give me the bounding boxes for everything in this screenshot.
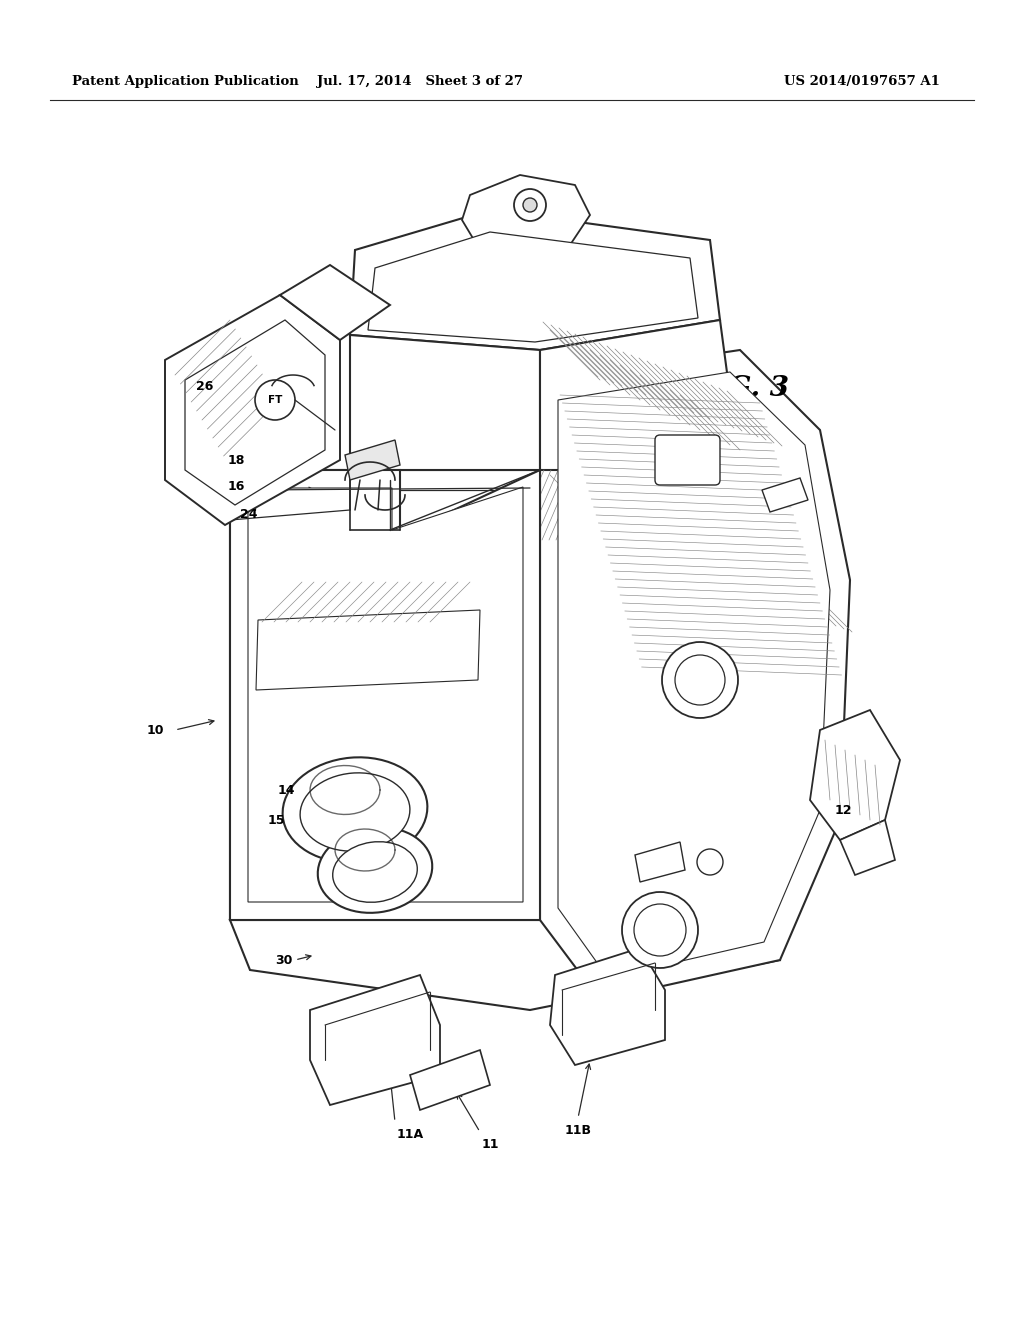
Circle shape <box>697 849 723 875</box>
Polygon shape <box>185 319 325 506</box>
Text: 16: 16 <box>228 480 246 494</box>
Text: Patent Application Publication: Patent Application Publication <box>72 75 299 88</box>
Text: 15: 15 <box>268 813 286 826</box>
Circle shape <box>523 198 537 213</box>
Polygon shape <box>310 975 440 1105</box>
Polygon shape <box>540 470 780 960</box>
Text: 10: 10 <box>146 723 164 737</box>
Polygon shape <box>840 820 895 875</box>
Text: 11B: 11B <box>564 1123 592 1137</box>
Polygon shape <box>250 490 520 900</box>
Circle shape <box>634 904 686 956</box>
Polygon shape <box>540 319 740 470</box>
Polygon shape <box>256 610 480 690</box>
Polygon shape <box>635 842 685 882</box>
Ellipse shape <box>283 758 427 863</box>
FancyBboxPatch shape <box>655 436 720 484</box>
Text: 18: 18 <box>228 454 246 466</box>
Text: US 2014/0197657 A1: US 2014/0197657 A1 <box>784 75 940 88</box>
Polygon shape <box>230 470 540 920</box>
Polygon shape <box>462 176 590 249</box>
Polygon shape <box>550 948 665 1065</box>
Text: 11A: 11A <box>396 1129 424 1142</box>
Polygon shape <box>410 1049 490 1110</box>
Polygon shape <box>345 440 400 480</box>
Polygon shape <box>230 920 780 1010</box>
Circle shape <box>255 380 295 420</box>
Polygon shape <box>368 232 698 342</box>
Ellipse shape <box>300 772 410 851</box>
Polygon shape <box>810 710 900 840</box>
Polygon shape <box>230 470 540 920</box>
Ellipse shape <box>333 842 418 903</box>
Polygon shape <box>350 210 720 350</box>
Text: 30: 30 <box>275 953 293 966</box>
Text: 11: 11 <box>481 1138 499 1151</box>
Polygon shape <box>540 350 850 1001</box>
Ellipse shape <box>317 828 432 913</box>
Text: 24: 24 <box>240 508 257 521</box>
Circle shape <box>514 189 546 220</box>
Polygon shape <box>350 335 540 470</box>
Polygon shape <box>762 478 808 512</box>
Text: FT: FT <box>268 395 283 405</box>
Text: 26: 26 <box>196 380 213 393</box>
Text: 14: 14 <box>278 784 296 796</box>
Polygon shape <box>248 487 523 902</box>
Polygon shape <box>280 265 390 341</box>
Circle shape <box>675 655 725 705</box>
Polygon shape <box>165 294 340 525</box>
Text: Jul. 17, 2014   Sheet 3 of 27: Jul. 17, 2014 Sheet 3 of 27 <box>317 75 523 88</box>
Text: 12: 12 <box>835 804 853 817</box>
Circle shape <box>662 642 738 718</box>
Polygon shape <box>558 372 830 978</box>
Circle shape <box>622 892 698 968</box>
Text: FIG. 3: FIG. 3 <box>696 375 790 401</box>
